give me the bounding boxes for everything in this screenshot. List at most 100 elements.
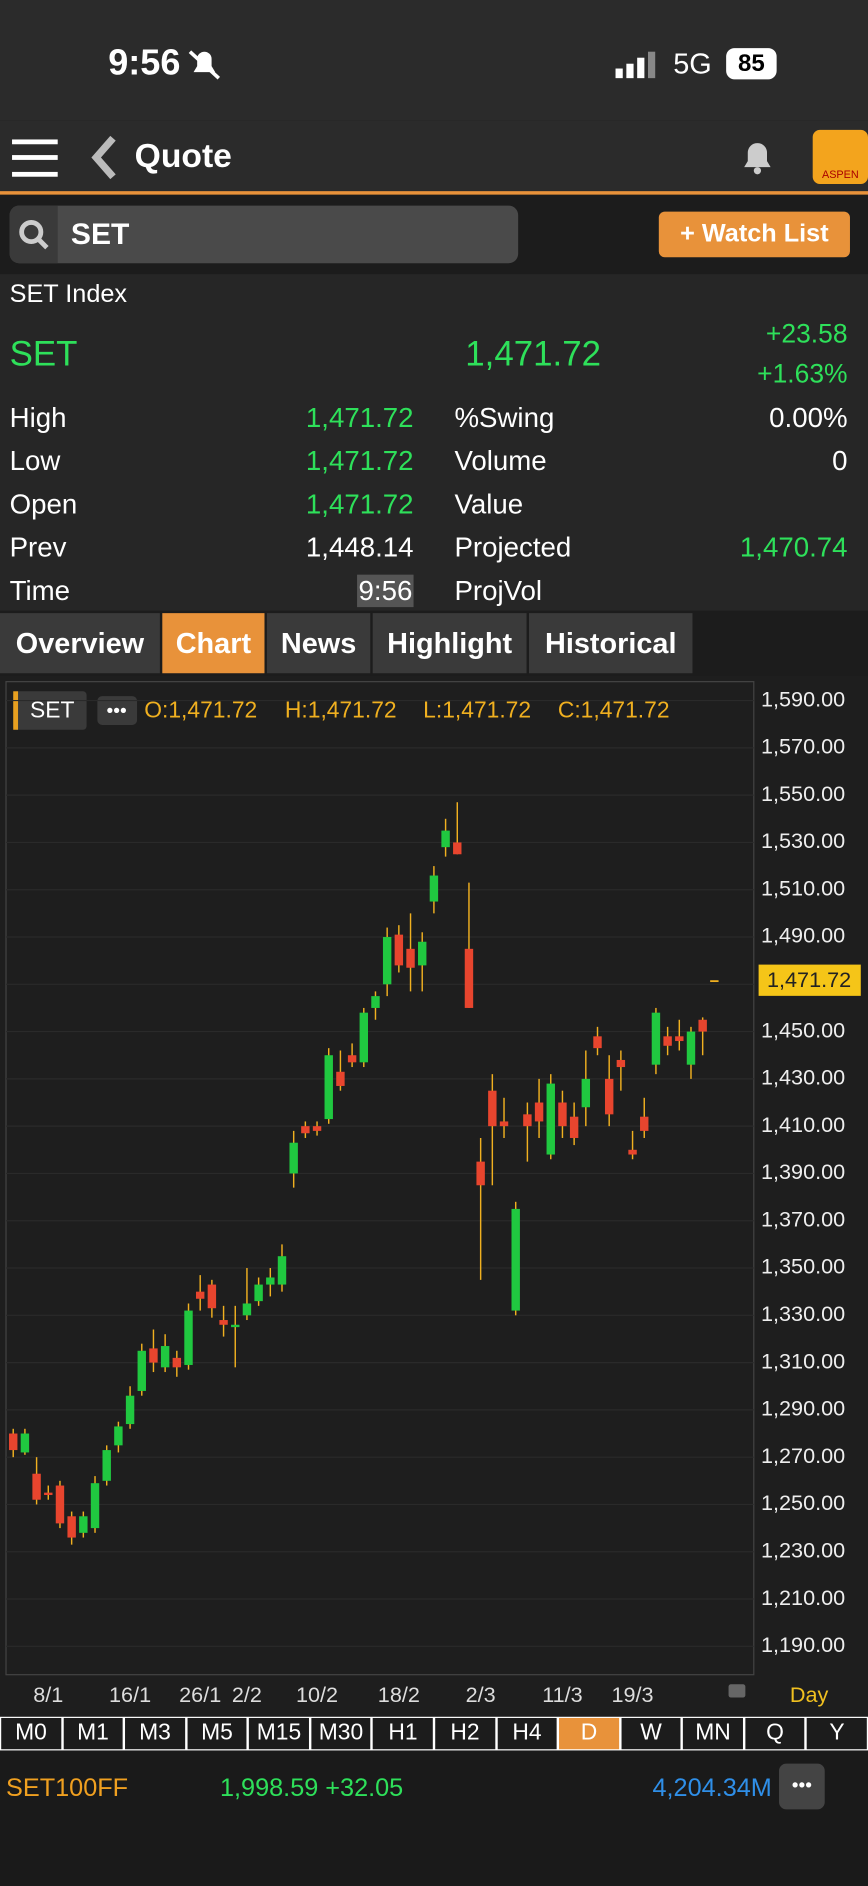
candle-body [640, 1116, 649, 1131]
last-price-box [758, 964, 861, 996]
candle-body [675, 1036, 684, 1042]
y-tick-label: 1,490.00 [761, 923, 845, 948]
y-tick-label: 1,210.00 [761, 1585, 845, 1610]
menu-button[interactable] [12, 137, 60, 180]
candle-body [102, 1450, 111, 1481]
stat-row: High 1,471.72 %Swing 0.00% [0, 397, 868, 440]
timeframe-button[interactable]: M1 [63, 1717, 123, 1750]
ticker-value: 4,204.34M [652, 1774, 772, 1803]
timeframe-button[interactable]: M0 [1, 1717, 61, 1750]
timeframe-button[interactable]: H4 [497, 1717, 557, 1750]
candle-body [593, 1036, 602, 1049]
x-tick-label: 18/2 [378, 1682, 420, 1707]
ticker-price: 1,998.59 +32.05 [220, 1774, 404, 1803]
timeframe-button[interactable]: M3 [125, 1717, 185, 1750]
candle-body [698, 1019, 707, 1032]
timeframe-button[interactable]: Y [807, 1717, 867, 1750]
tab-active[interactable]: Chart [162, 613, 265, 674]
candle-body [312, 1126, 322, 1131]
timeframe-button[interactable]: M15 [249, 1717, 309, 1750]
candle-body [125, 1395, 135, 1425]
candle-body [160, 1346, 170, 1368]
stat-row: Time 9:56 ProjVol [0, 570, 868, 613]
more-button[interactable] [97, 696, 138, 725]
timeframe-button[interactable]: H1 [373, 1717, 433, 1750]
symbol: SET [9, 335, 78, 374]
y-tick-label: 1,390.00 [761, 1159, 845, 1184]
timeframe-button[interactable]: D [559, 1717, 619, 1750]
stat-row: Open 1,471.72 Value [0, 483, 868, 526]
lock-icon[interactable] [728, 1684, 746, 1698]
candle-body [324, 1055, 333, 1120]
timeframe-button[interactable]: M5 [187, 1717, 247, 1750]
y-tick-label: 1,530.00 [761, 828, 845, 853]
candle-body [219, 1320, 228, 1325]
stat-value: 1,470.74 [739, 531, 848, 563]
candle-body [418, 941, 427, 966]
candle-body [628, 1149, 637, 1155]
timeframe-button[interactable]: MN [683, 1717, 743, 1750]
candle-body [523, 1114, 532, 1127]
y-tick-label: 1,430.00 [761, 1065, 845, 1090]
candle-body [137, 1350, 146, 1391]
x-tick-label: 2/3 [466, 1682, 496, 1707]
signal-icon [615, 51, 656, 79]
back-button[interactable] [89, 135, 120, 181]
y-tick-label: 1,410.00 [761, 1112, 845, 1137]
candle-body [558, 1102, 567, 1127]
y-tick-label: 1,290.00 [761, 1396, 845, 1421]
timeframe-button[interactable]: W [621, 1717, 681, 1750]
x-tick-label: 19/3 [612, 1682, 654, 1707]
watchlist-button[interactable]: + Watch List [658, 211, 850, 258]
quote-panel [0, 274, 868, 611]
nav-title: Quote [134, 137, 232, 175]
nav-bar [0, 120, 868, 193]
y-tick-label: 1,270.00 [761, 1443, 845, 1468]
candle-body [546, 1083, 555, 1155]
tab[interactable]: News [266, 613, 371, 674]
alert-button[interactable] [741, 139, 775, 175]
candle-body [359, 1012, 368, 1063]
candle-body [289, 1142, 298, 1174]
candle-body [382, 937, 392, 985]
ticker-more[interactable]: ••• [779, 1763, 825, 1810]
candle-body [231, 1324, 240, 1328]
battery: 85 [726, 48, 777, 80]
y-tick-label: 1,330.00 [761, 1301, 845, 1326]
candle-body [464, 948, 474, 1008]
y-tick-label: 1,550.00 [761, 781, 845, 806]
candle-body [55, 1485, 65, 1524]
stat-row: Low 1,471.72 Volume 0 [0, 440, 868, 483]
candle-body [710, 980, 719, 983]
stat-value: 1,448.14 [305, 531, 414, 563]
candle-body [172, 1357, 182, 1368]
candle-body [184, 1310, 193, 1365]
candle-body [207, 1284, 217, 1309]
y-tick-label: 1,370.00 [761, 1206, 845, 1231]
candle-body [371, 996, 380, 1008]
stat-label: %Swing [454, 401, 555, 433]
tab[interactable]: Highlight [372, 613, 527, 674]
y-tick-label: 1,350.00 [761, 1254, 845, 1279]
stat-value: 1,471.72 [305, 444, 414, 477]
stat-value: 9:56 [357, 574, 414, 608]
candle-body [254, 1284, 263, 1302]
candle-body [511, 1208, 520, 1311]
clock: 9:56 [108, 43, 181, 83]
stat-value: 0.00% [769, 401, 848, 433]
period-label: Day [790, 1682, 829, 1707]
network: 5G [673, 48, 712, 81]
timeframe-button[interactable]: M30 [311, 1717, 371, 1750]
stat-value: 0 [832, 444, 848, 477]
broker-logo[interactable]: ASPEN [812, 129, 868, 184]
tab[interactable]: Historical [528, 613, 693, 674]
x-tick-label: 2/2 [232, 1682, 262, 1707]
candle-body [616, 1059, 626, 1068]
candle-body [604, 1078, 614, 1115]
timeframe-bar: M0 M1 M3 M5 M15 M30 H1 H2 H4 D W MN Q Y [0, 1716, 868, 1751]
timeframe-button[interactable]: Q [745, 1717, 805, 1750]
tab[interactable]: Overview [0, 613, 160, 674]
timeframe-button[interactable]: H2 [435, 1717, 495, 1750]
search-input[interactable] [9, 205, 519, 264]
